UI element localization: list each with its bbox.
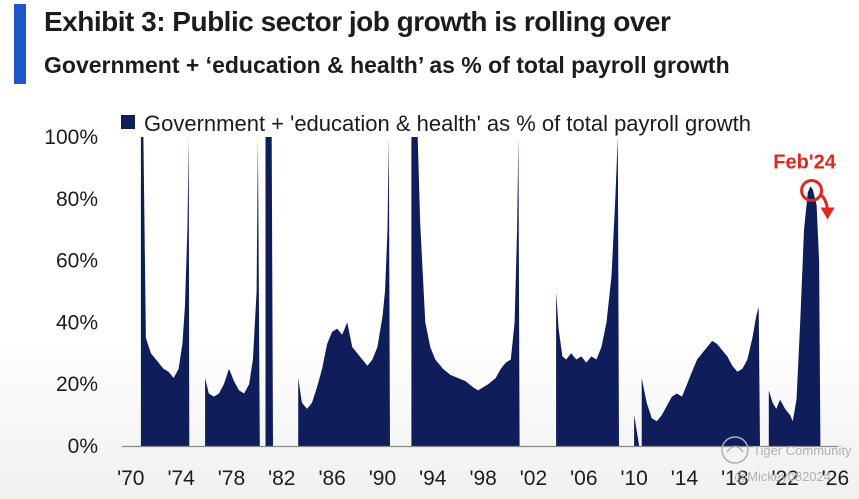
legend-swatch (121, 115, 135, 129)
x-tick-label: '06 (570, 467, 597, 490)
watermark-line2: @Mickey082024 (734, 469, 831, 484)
x-tick-label: '86 (318, 467, 345, 490)
x-tick-label: '94 (419, 467, 447, 490)
tiger-logo-mark (726, 445, 744, 453)
x-tick-label: '98 (469, 467, 496, 490)
area-segment-5 (411, 137, 520, 446)
y-tick-label: 40% (56, 311, 98, 334)
x-tick-label: '90 (369, 467, 396, 490)
x-tick-label: '26 (822, 467, 849, 490)
annotation-circle (800, 179, 824, 203)
y-tick-label: 100% (44, 126, 98, 149)
watermark-line1: Tiger Community (753, 443, 852, 458)
x-tick-label: '02 (520, 467, 547, 490)
chart-subtitle: Government + ‘education & health’ as % o… (44, 52, 730, 78)
area-segment-2 (205, 137, 260, 446)
area-segment-7 (634, 415, 640, 446)
chart-title: Exhibit 3: Public sector job growth is r… (44, 6, 671, 37)
y-tick-label: 0% (68, 435, 98, 458)
x-tick-label: '22 (771, 467, 798, 490)
area-segment-3 (265, 137, 273, 446)
x-axis-ticks: '70 '74 '78 '82 '86 '90 '94 '98 '02 '06 '10 '14 '18 '… (117, 467, 849, 490)
watermark: Tiger Community @Mickey082024 (721, 436, 852, 484)
series-areas (140, 137, 821, 446)
arrowhead-icon (820, 207, 835, 220)
y-axis-ticks: 0% 20% 40% 60% 80% 100% (44, 126, 98, 458)
x-tick-label: '78 (218, 467, 245, 490)
area-segment-6 (556, 137, 619, 446)
area-segment-1 (140, 137, 190, 446)
x-tick-label: '82 (268, 467, 295, 490)
feb24-annotation: Feb'24 (773, 152, 837, 220)
y-tick-label: 60% (56, 250, 98, 273)
area-segment-9 (768, 186, 821, 446)
x-tick-label: '18 (721, 467, 748, 490)
x-tick-label: '10 (620, 467, 647, 490)
y-tick-label: 20% (56, 373, 98, 396)
x-tick-label: '14 (671, 467, 699, 490)
legend-label: Government + 'education & health' as % o… (144, 111, 751, 136)
annotation-label: Feb'24 (773, 152, 836, 174)
x-tick-label: '74 (167, 467, 195, 490)
x-tick-label: '70 (117, 467, 144, 490)
y-tick-label: 80% (56, 188, 98, 211)
area-segment-4 (298, 137, 390, 446)
tiger-logo-icon (721, 436, 749, 464)
area-segment-8 (641, 306, 760, 446)
legend: Government + 'education & health' as % o… (121, 111, 751, 136)
accent-bar (14, 4, 26, 84)
